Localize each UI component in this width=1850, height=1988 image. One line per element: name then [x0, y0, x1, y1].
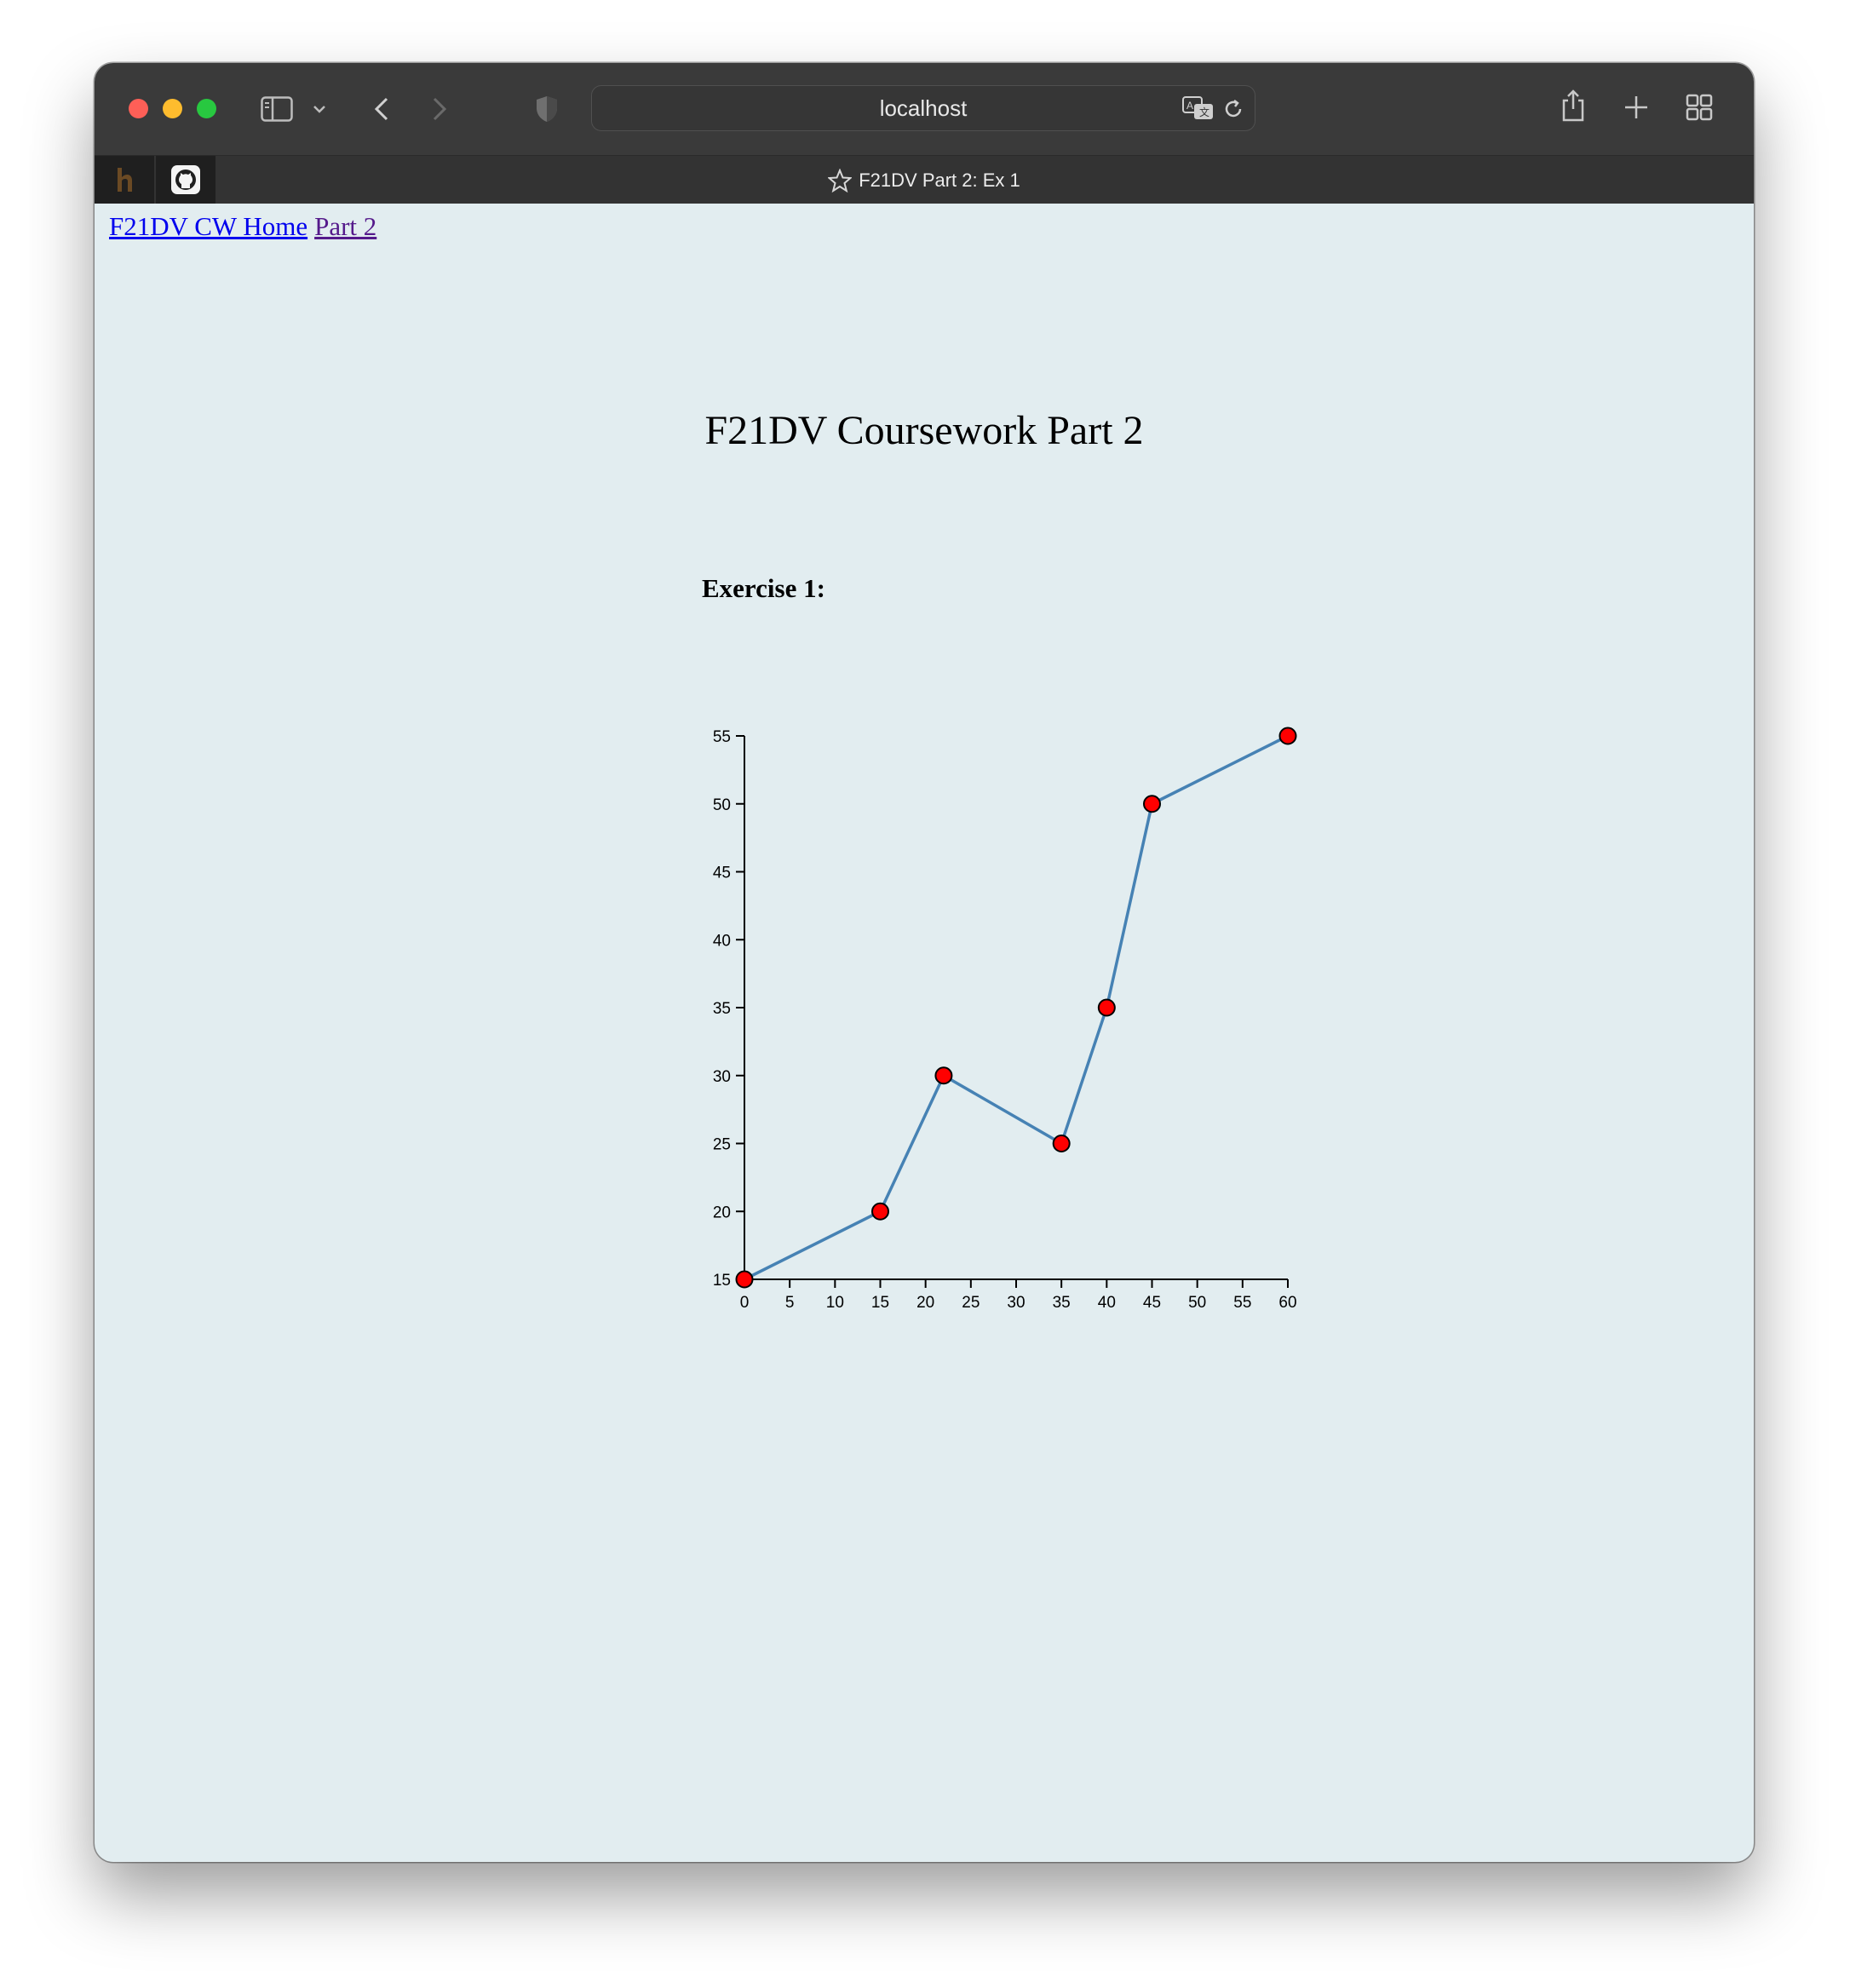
address-text: localhost [879, 95, 968, 121]
y-tick-label: 50 [713, 796, 731, 814]
close-window-button[interactable] [129, 99, 148, 118]
data-point [1052, 1135, 1071, 1152]
data-point [1097, 998, 1116, 1017]
tab-title-text: F21DV Part 2: Ex 1 [859, 169, 1020, 192]
star-icon[interactable] [827, 168, 853, 193]
data-point [871, 1202, 889, 1221]
part2-link[interactable]: Part 2 [314, 211, 377, 241]
h-logo-icon [118, 168, 132, 192]
x-axis: 0 5 10 15 20 25 30 35 40 45 50 55 60 [740, 1278, 1297, 1312]
maximize-window-button[interactable] [197, 99, 216, 118]
y-tick-label: 35 [713, 1000, 731, 1018]
y-tick-label: 45 [713, 865, 731, 882]
active-tab[interactable]: F21DV Part 2: Ex 1 [95, 156, 1754, 204]
data-point [1278, 727, 1297, 745]
y-tick-label: 20 [713, 1204, 731, 1221]
forward-arrow-icon[interactable] [425, 94, 454, 124]
github-icon [171, 165, 200, 194]
home-link[interactable]: F21DV CW Home [109, 211, 308, 241]
x-tick-label: 20 [916, 1294, 934, 1312]
x-tick-label: 55 [1233, 1294, 1251, 1312]
chevron-down-icon[interactable] [309, 101, 330, 118]
x-tick-label: 0 [740, 1294, 750, 1312]
x-tick-label: 60 [1278, 1294, 1296, 1312]
data-point [735, 1270, 754, 1289]
svg-text:A: A [1186, 100, 1193, 112]
x-tick-label: 15 [871, 1294, 889, 1312]
shield-icon[interactable] [532, 94, 561, 124]
exercise-title: Exercise 1: [702, 573, 825, 603]
x-tick-label: 35 [1053, 1294, 1071, 1312]
sidebar-toggle-icon[interactable] [260, 92, 294, 126]
data-point [1143, 795, 1161, 813]
back-arrow-icon[interactable] [367, 94, 396, 124]
y-tick-label: 25 [713, 1136, 731, 1154]
line-chart: 15 20 25 30 35 40 45 50 55 0 5 10 15 20 25 30 35 40 45 50 5… [713, 727, 1297, 1312]
x-tick-label: 45 [1143, 1294, 1161, 1312]
y-tick-label: 40 [713, 932, 731, 950]
x-tick-label: 5 [785, 1294, 795, 1312]
y-tick-label: 30 [713, 1068, 731, 1086]
pinned-tab-github[interactable] [156, 156, 215, 204]
new-tab-icon[interactable] [1621, 92, 1652, 123]
x-tick-label: 50 [1188, 1294, 1206, 1312]
page-content: F21DV CW Home Part 2 F21DV Coursework Par… [95, 203, 1754, 1862]
tab-bar: F21DV Part 2: Ex 1 [95, 155, 1754, 204]
tab-overview-icon[interactable] [1684, 92, 1715, 123]
series-line [744, 734, 1289, 1281]
y-tick-label: 55 [713, 728, 731, 746]
y-tick-label: 15 [713, 1272, 731, 1290]
x-tick-label: 30 [1007, 1294, 1025, 1312]
nav-links: F21DV CW Home Part 2 [109, 211, 383, 242]
x-tick-label: 40 [1098, 1294, 1116, 1312]
pinned-tab-h[interactable] [95, 156, 154, 204]
reload-icon[interactable] [1221, 96, 1246, 122]
y-axis: 15 20 25 30 35 40 45 50 55 [713, 728, 745, 1290]
minimize-window-button[interactable] [163, 99, 182, 118]
data-point [934, 1066, 953, 1085]
share-icon[interactable] [1558, 87, 1589, 124]
page-title: F21DV Coursework Part 2 [704, 408, 1144, 453]
data-points [735, 727, 1297, 1289]
x-tick-label: 10 [826, 1294, 844, 1312]
svg-text:文: 文 [1199, 106, 1209, 118]
x-tick-label: 25 [962, 1294, 980, 1312]
